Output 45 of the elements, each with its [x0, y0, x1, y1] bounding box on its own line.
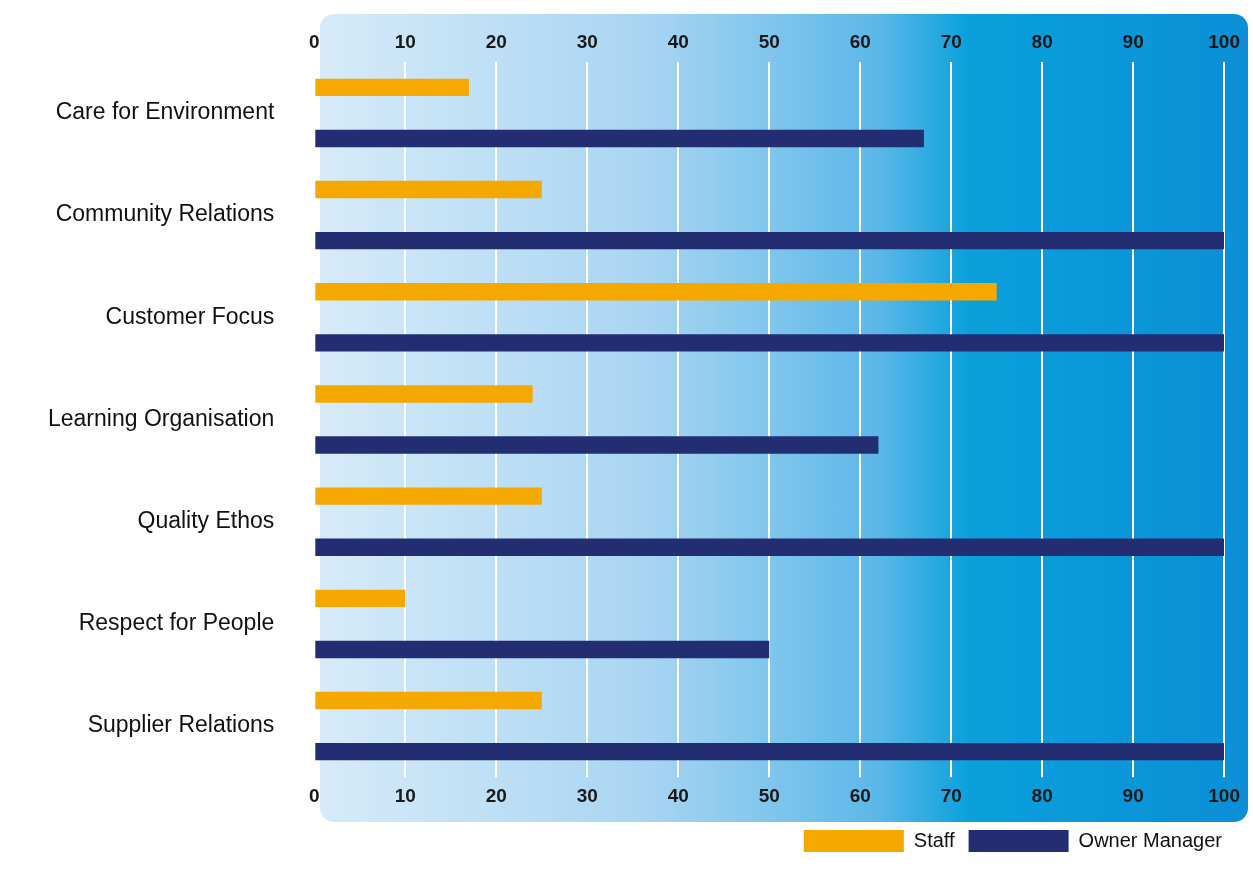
bar	[315, 231, 1225, 250]
legend-label: Staff	[913, 828, 956, 851]
x2-tick-label: 70	[940, 784, 962, 806]
bar	[315, 334, 1225, 352]
bar	[315, 640, 770, 659]
x-tick-label: 20	[485, 30, 507, 52]
y-tick-label: Community Relations	[55, 200, 275, 227]
x2-tick-label: 40	[667, 784, 689, 806]
x-tick-label: 90	[1122, 30, 1144, 52]
bar	[315, 129, 924, 148]
x-tick-label: 80	[1031, 30, 1053, 52]
bar	[315, 538, 1225, 556]
y-tick-label: Learning Organisation	[47, 404, 275, 431]
y-tick-label: Supplier Relations	[87, 711, 275, 738]
x-tick-label: 0	[309, 30, 320, 52]
bar	[315, 78, 469, 97]
x-tick-label: 50	[758, 30, 780, 52]
x2-tick-label: 100	[1208, 784, 1240, 806]
bar	[315, 436, 879, 454]
bar	[315, 385, 533, 403]
legend-label: Owner Manager	[1078, 828, 1223, 851]
x2-tick-label: 30	[576, 784, 598, 806]
x-tick-label: 30	[576, 30, 598, 52]
y-tick-label: Respect for People	[78, 609, 275, 636]
y-tick-label: Quality Ethos	[137, 507, 275, 534]
x2-tick-label: 80	[1031, 784, 1053, 806]
x-tick-label: 100	[1208, 30, 1240, 52]
x-tick-label: 70	[940, 30, 962, 52]
bar	[315, 691, 542, 710]
x-tick-label: 40	[667, 30, 689, 52]
bar	[315, 487, 542, 505]
bar	[315, 180, 542, 199]
x2-tick-label: 90	[1122, 784, 1144, 806]
bar	[315, 589, 406, 608]
x2-tick-label: 0	[309, 784, 320, 806]
x2-tick-label: 60	[849, 784, 871, 806]
x-tick-label: 10	[394, 30, 416, 52]
x2-tick-label: 50	[758, 784, 780, 806]
x-tick-label: 60	[849, 30, 871, 52]
x2-tick-label: 10	[394, 784, 416, 806]
y-tick-label: Care for Environment	[55, 98, 275, 125]
bar	[315, 283, 997, 301]
bar	[315, 742, 1225, 761]
x2-tick-label: 20	[485, 784, 507, 806]
y-tick-label: Customer Focus	[105, 302, 275, 329]
